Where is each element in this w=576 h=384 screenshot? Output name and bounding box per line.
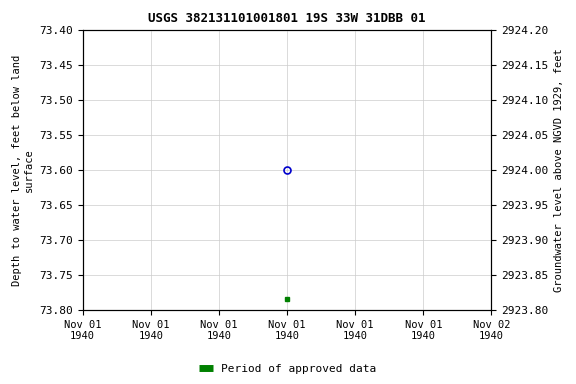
Y-axis label: Depth to water level, feet below land
surface: Depth to water level, feet below land su… bbox=[12, 55, 33, 286]
Legend: Period of approved data: Period of approved data bbox=[195, 359, 381, 379]
Y-axis label: Groundwater level above NGVD 1929, feet: Groundwater level above NGVD 1929, feet bbox=[554, 48, 564, 292]
Title: USGS 382131101001801 19S 33W 31DBB 01: USGS 382131101001801 19S 33W 31DBB 01 bbox=[148, 12, 426, 25]
